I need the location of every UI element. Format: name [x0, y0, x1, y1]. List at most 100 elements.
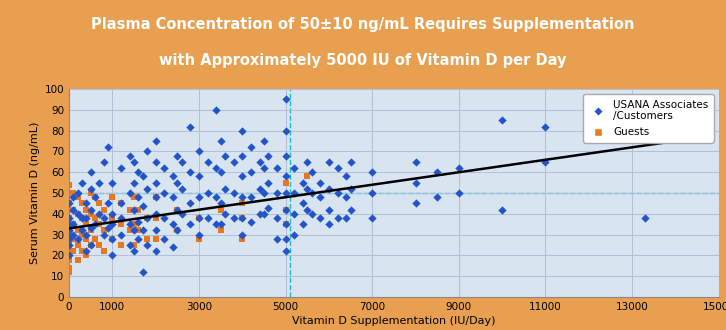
Point — [107, 236, 118, 242]
Point — [539, 124, 551, 129]
Point — [158, 165, 170, 171]
Point — [254, 159, 266, 164]
Point — [81, 253, 92, 258]
Point — [72, 211, 83, 216]
Point — [301, 174, 313, 179]
Point — [98, 228, 110, 233]
Point — [228, 159, 240, 164]
Point — [280, 180, 291, 185]
Point — [81, 232, 92, 237]
Point — [202, 215, 213, 221]
Point — [367, 190, 378, 196]
Point — [115, 201, 127, 206]
Point — [237, 153, 248, 158]
Point — [115, 242, 127, 248]
Point — [202, 190, 213, 196]
Point — [141, 149, 152, 154]
Point — [98, 232, 110, 237]
Point — [63, 265, 75, 271]
Point — [258, 165, 270, 171]
Point — [72, 190, 83, 196]
Point — [94, 222, 105, 227]
Point — [76, 248, 88, 254]
Point — [98, 207, 110, 212]
Point — [193, 174, 205, 179]
Point — [136, 269, 148, 275]
Point — [211, 107, 222, 113]
Point — [98, 215, 110, 221]
Point — [215, 170, 227, 175]
Point — [115, 222, 127, 227]
Point — [63, 242, 75, 248]
Point — [237, 215, 248, 221]
Point — [306, 211, 317, 216]
Point — [63, 269, 75, 275]
Point — [453, 190, 465, 196]
Point — [340, 195, 352, 200]
Point — [85, 190, 97, 196]
Point — [176, 186, 187, 191]
Point — [202, 159, 213, 164]
Point — [85, 242, 97, 248]
Point — [171, 153, 183, 158]
Point — [345, 207, 356, 212]
Point — [94, 180, 105, 185]
Point — [63, 222, 75, 227]
Point — [63, 190, 75, 196]
Point — [193, 195, 205, 200]
Point — [409, 180, 421, 185]
Point — [237, 215, 248, 221]
Point — [124, 222, 136, 227]
Point — [258, 211, 270, 216]
Point — [141, 186, 152, 191]
Point — [72, 211, 83, 216]
Point — [280, 236, 291, 242]
Point — [76, 201, 88, 206]
Point — [128, 222, 139, 227]
Point — [68, 207, 79, 212]
Point — [297, 201, 309, 206]
Point — [63, 242, 75, 248]
Point — [167, 245, 179, 250]
Point — [228, 190, 240, 196]
Point — [184, 170, 196, 175]
Point — [280, 174, 291, 179]
Point — [150, 180, 161, 185]
Point — [128, 248, 139, 254]
Point — [297, 180, 309, 185]
Point — [128, 159, 139, 164]
Point — [254, 186, 266, 191]
Point — [81, 222, 92, 227]
Point — [288, 232, 300, 237]
Point — [271, 236, 282, 242]
Point — [431, 170, 443, 175]
Point — [171, 207, 183, 212]
Point — [150, 195, 161, 200]
Point — [107, 215, 118, 221]
Point — [258, 190, 270, 196]
Point — [89, 195, 101, 200]
Point — [63, 207, 75, 212]
Point — [431, 195, 443, 200]
Point — [63, 228, 75, 233]
Point — [219, 211, 231, 216]
Point — [136, 203, 148, 208]
Point — [332, 215, 343, 221]
Point — [211, 165, 222, 171]
Point — [94, 201, 105, 206]
Point — [94, 211, 105, 216]
Legend: USANA Associates
/Customers, Guests: USANA Associates /Customers, Guests — [583, 94, 714, 143]
Point — [141, 242, 152, 248]
Point — [262, 205, 274, 210]
Point — [301, 186, 313, 191]
Point — [176, 159, 187, 164]
Point — [115, 201, 127, 206]
Point — [63, 228, 75, 233]
Point — [171, 228, 183, 233]
Point — [132, 228, 144, 233]
Point — [85, 211, 97, 216]
Point — [280, 222, 291, 227]
X-axis label: Vitamin D Supplementation (IU/Day): Vitamin D Supplementation (IU/Day) — [292, 316, 496, 326]
Point — [314, 215, 326, 221]
Point — [184, 201, 196, 206]
